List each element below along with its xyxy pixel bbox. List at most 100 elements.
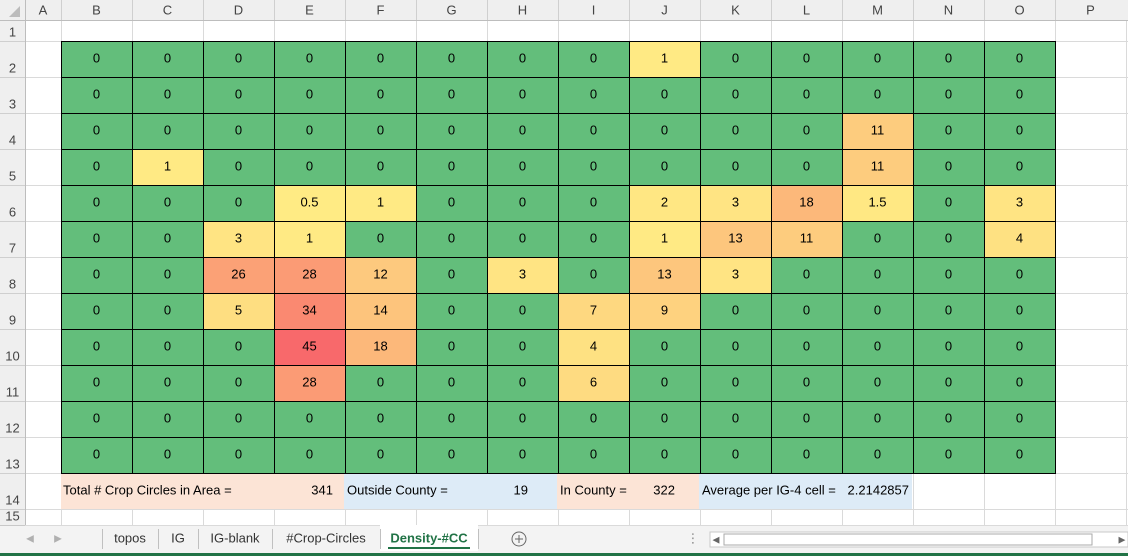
cell[interactable] (274, 113, 346, 150)
column-header[interactable]: O (1014, 2, 1024, 17)
cell[interactable] (132, 149, 204, 186)
cell[interactable] (842, 221, 914, 258)
cell[interactable] (558, 113, 630, 150)
cell[interactable] (203, 41, 275, 78)
cell[interactable] (345, 257, 417, 294)
cell[interactable] (842, 149, 914, 186)
cell[interactable] (984, 329, 1056, 366)
column-header[interactable]: F (377, 2, 385, 17)
cell[interactable] (487, 41, 559, 78)
cell[interactable] (558, 185, 630, 222)
cell[interactable] (984, 437, 1056, 474)
cell[interactable] (416, 437, 488, 474)
row-header[interactable]: 15 (5, 508, 19, 523)
column-header[interactable]: P (1086, 2, 1095, 17)
cell[interactable] (345, 113, 417, 150)
cell[interactable] (345, 77, 417, 114)
cell[interactable] (913, 77, 985, 114)
sheet-tab[interactable]: IG (171, 530, 185, 545)
row-header[interactable]: 11 (6, 384, 20, 399)
cell[interactable] (416, 293, 488, 330)
cell[interactable] (487, 77, 559, 114)
cell[interactable] (842, 257, 914, 294)
column-header[interactable]: L (803, 2, 810, 17)
cell[interactable] (558, 41, 630, 78)
column-header[interactable]: N (944, 2, 953, 17)
column-header[interactable]: K (731, 2, 740, 17)
cell[interactable] (203, 113, 275, 150)
cell[interactable] (771, 113, 843, 150)
cell[interactable] (132, 437, 204, 474)
column-header[interactable]: B (92, 2, 101, 17)
cell[interactable] (842, 365, 914, 402)
cell[interactable] (842, 437, 914, 474)
cell[interactable] (700, 401, 772, 438)
cell[interactable] (700, 365, 772, 402)
cell[interactable] (416, 113, 488, 150)
scroll-right[interactable]: ▶ (1119, 534, 1126, 544)
cell[interactable] (558, 221, 630, 258)
cell[interactable] (558, 293, 630, 330)
column-header[interactable]: A (39, 2, 48, 17)
cell[interactable] (203, 77, 275, 114)
cell[interactable] (913, 113, 985, 150)
row-header[interactable]: 10 (5, 348, 19, 363)
cell[interactable] (274, 437, 346, 474)
cell[interactable] (274, 149, 346, 186)
cell[interactable] (629, 77, 701, 114)
cell[interactable] (913, 401, 985, 438)
row-header[interactable]: 9 (9, 312, 16, 327)
cell[interactable] (61, 257, 133, 294)
cell[interactable] (203, 185, 275, 222)
cell[interactable] (61, 437, 133, 474)
cell[interactable] (416, 401, 488, 438)
cell[interactable] (416, 221, 488, 258)
cell[interactable] (700, 113, 772, 150)
cell[interactable] (487, 293, 559, 330)
cell[interactable] (771, 365, 843, 402)
add-sheet-button[interactable] (511, 531, 527, 547)
cell[interactable] (345, 365, 417, 402)
cell[interactable] (629, 149, 701, 186)
cell[interactable] (629, 113, 701, 150)
cell[interactable] (416, 329, 488, 366)
cell[interactable] (558, 257, 630, 294)
cell[interactable] (416, 41, 488, 78)
sheet-tab[interactable]: #Crop-Circles (286, 530, 366, 545)
column-header[interactable]: C (163, 2, 172, 17)
column-header[interactable]: I (592, 2, 596, 17)
cell[interactable] (61, 149, 133, 186)
cell[interactable] (558, 401, 630, 438)
column-header[interactable]: J (661, 2, 668, 17)
cell[interactable] (771, 293, 843, 330)
row-header[interactable]: 8 (9, 276, 16, 291)
row-header[interactable]: 1 (9, 24, 16, 39)
cell[interactable] (132, 401, 204, 438)
cell[interactable] (771, 77, 843, 114)
cell[interactable] (700, 293, 772, 330)
cell[interactable] (771, 437, 843, 474)
select-all[interactable] (9, 6, 20, 17)
cell[interactable] (842, 401, 914, 438)
cell[interactable] (558, 329, 630, 366)
sheet-tab[interactable]: topos (114, 530, 146, 545)
cell[interactable] (487, 113, 559, 150)
scrollbar-thumb[interactable] (723, 533, 1093, 546)
column-header[interactable]: D (234, 2, 243, 17)
column-header[interactable]: E (305, 2, 314, 17)
cell[interactable] (132, 185, 204, 222)
row-header[interactable]: 13 (5, 456, 19, 471)
cell[interactable] (771, 41, 843, 78)
cell[interactable] (629, 401, 701, 438)
cell[interactable] (558, 365, 630, 402)
tab-scroll-right[interactable]: ▶ (54, 534, 62, 545)
cell[interactable] (700, 329, 772, 366)
cell[interactable] (842, 293, 914, 330)
cell[interactable] (984, 113, 1056, 150)
cell[interactable] (345, 185, 417, 222)
cell[interactable] (700, 221, 772, 258)
row-header[interactable]: 4 (9, 132, 16, 147)
cell[interactable] (771, 185, 843, 222)
cell[interactable] (842, 185, 914, 222)
column-header[interactable]: H (518, 2, 527, 17)
